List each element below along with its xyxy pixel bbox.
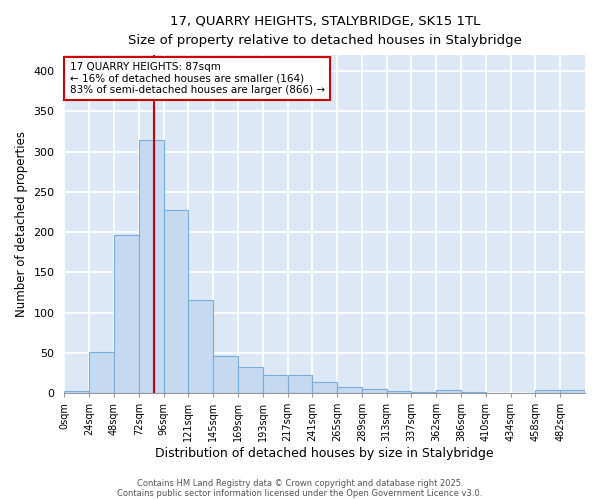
Bar xyxy=(139,140,164,393)
Bar xyxy=(64,392,89,393)
Bar xyxy=(412,392,436,393)
Bar xyxy=(362,389,386,393)
Text: Contains public sector information licensed under the Open Government Licence v3: Contains public sector information licen… xyxy=(118,488,482,498)
Bar xyxy=(461,392,486,393)
Y-axis label: Number of detached properties: Number of detached properties xyxy=(15,131,28,317)
Bar xyxy=(436,390,461,393)
Title: 17, QUARRY HEIGHTS, STALYBRIDGE, SK15 1TL
Size of property relative to detached : 17, QUARRY HEIGHTS, STALYBRIDGE, SK15 1T… xyxy=(128,15,521,47)
Bar xyxy=(313,382,337,393)
X-axis label: Distribution of detached houses by size in Stalybridge: Distribution of detached houses by size … xyxy=(155,447,494,460)
Bar xyxy=(164,210,188,393)
Bar xyxy=(263,376,287,393)
Bar xyxy=(535,390,560,393)
Bar xyxy=(213,356,238,393)
Bar xyxy=(238,368,263,393)
Bar xyxy=(114,234,139,393)
Bar xyxy=(287,376,313,393)
Text: Contains HM Land Registry data © Crown copyright and database right 2025.: Contains HM Land Registry data © Crown c… xyxy=(137,478,463,488)
Bar xyxy=(89,352,114,393)
Text: 17 QUARRY HEIGHTS: 87sqm
← 16% of detached houses are smaller (164)
83% of semi-: 17 QUARRY HEIGHTS: 87sqm ← 16% of detach… xyxy=(70,62,325,95)
Bar xyxy=(386,390,412,393)
Bar xyxy=(188,300,213,393)
Bar xyxy=(560,390,585,393)
Bar xyxy=(337,386,362,393)
